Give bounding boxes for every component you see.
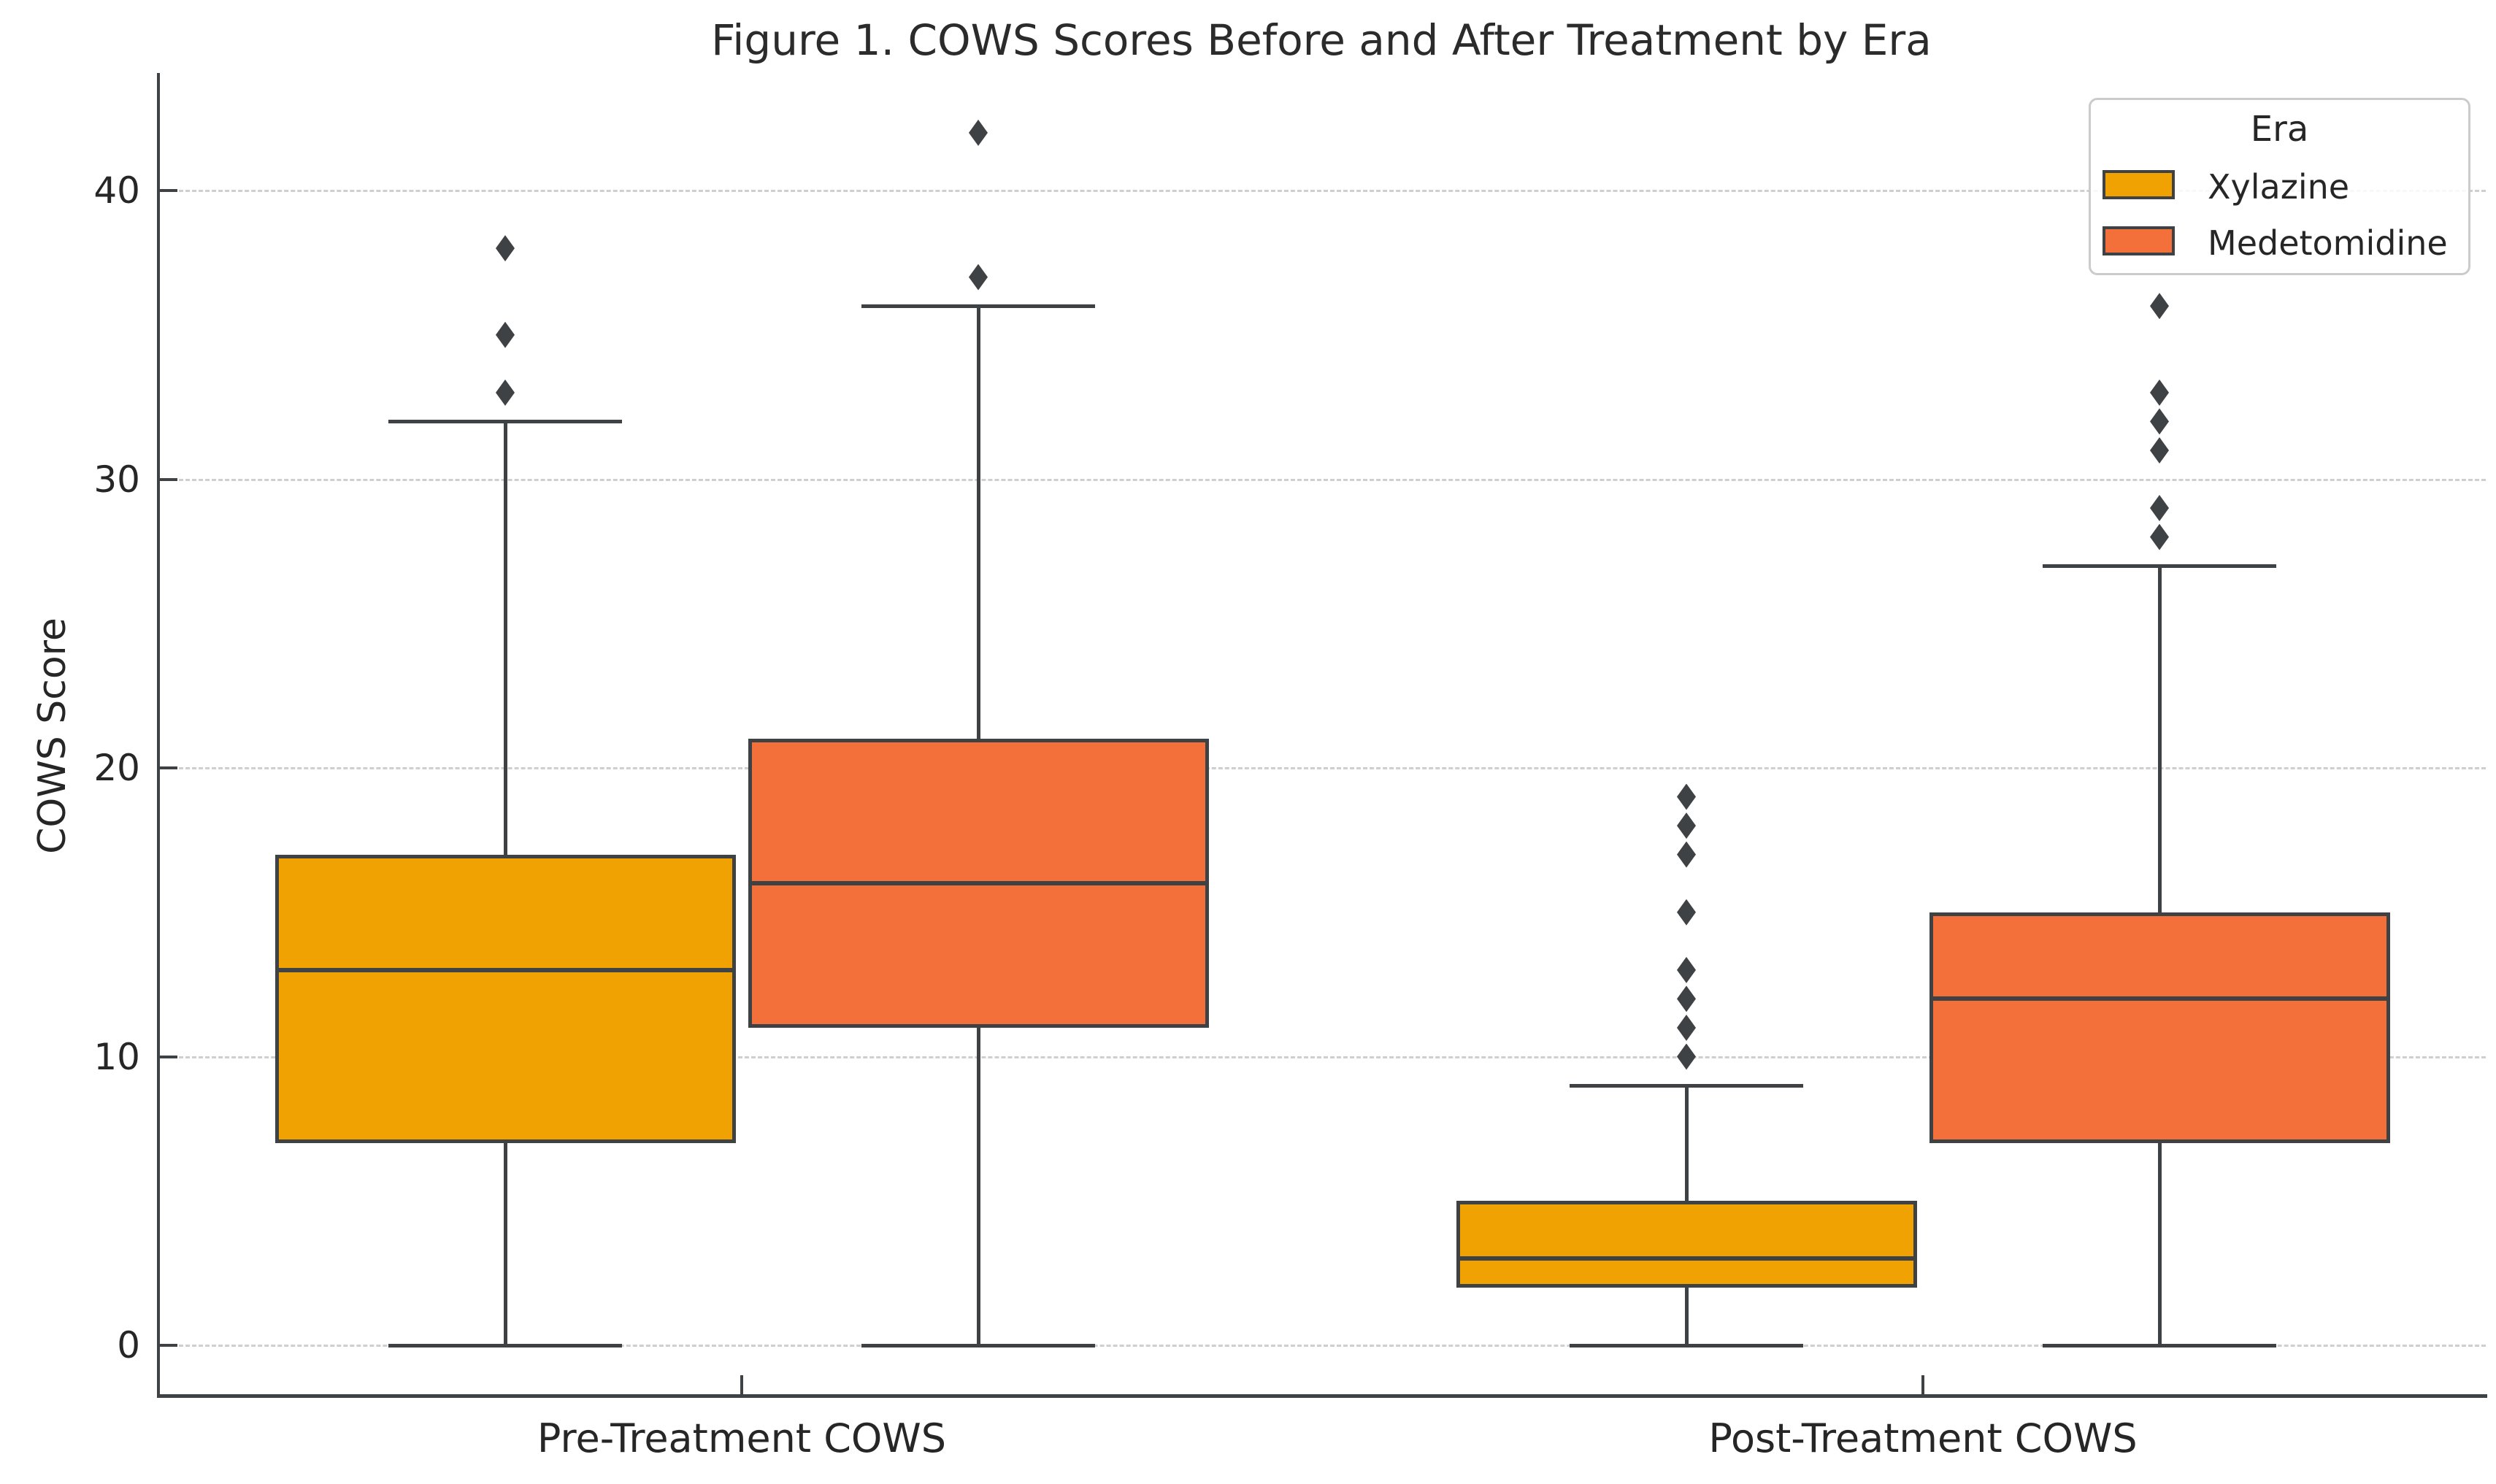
legend-title: Era — [2250, 109, 2309, 150]
y-tick-40 — [157, 189, 177, 192]
outlier-xylazine-post-17 — [1677, 841, 1696, 868]
legend-swatch-medetomidine — [2103, 226, 2175, 255]
whisker-upper-xylazine-pre — [503, 421, 507, 855]
median-medetomidine-post — [1932, 996, 2386, 1001]
y-tick-label-10: 10 — [93, 1035, 140, 1078]
legend-label-medetomidine: Medetomidine — [2208, 223, 2448, 263]
outlier-medetomidine-pre-42 — [969, 119, 988, 146]
outlier-xylazine-post-10 — [1677, 1043, 1696, 1070]
cap-upper-xylazine-post — [1570, 1084, 1803, 1088]
outlier-xylazine-pre-33 — [496, 379, 515, 406]
outlier-xylazine-post-13 — [1677, 956, 1696, 983]
whisker-upper-xylazine-post — [1684, 1085, 1689, 1202]
outlier-medetomidine-post-28 — [2150, 523, 2169, 550]
outlier-medetomidine-post-29 — [2150, 495, 2169, 522]
y-axis-spine — [157, 73, 160, 1398]
gridline-y40 — [159, 190, 2486, 192]
y-tick-10 — [157, 1055, 177, 1058]
gridline-y0 — [159, 1345, 2486, 1347]
y-tick-20 — [157, 766, 177, 769]
x-tick-0 — [740, 1375, 743, 1394]
cap-lower-medetomidine-post — [2043, 1344, 2276, 1347]
outlier-xylazine-post-15 — [1677, 899, 1696, 926]
median-xylazine-pre — [278, 967, 732, 972]
y-axis-label: COWS Score — [31, 618, 74, 854]
cap-lower-xylazine-post — [1570, 1344, 1803, 1347]
x-axis-spine — [157, 1394, 2487, 1398]
cap-upper-xylazine-pre — [388, 420, 622, 424]
outlier-medetomidine-post-32 — [2150, 408, 2169, 435]
cap-lower-xylazine-pre — [388, 1344, 622, 1347]
whisker-upper-medetomidine-pre — [976, 306, 980, 739]
x-tick-label-0: Pre-Treatment COWS — [537, 1415, 947, 1461]
gridline-y10 — [159, 1056, 2486, 1058]
legend-label-xylazine: Xylazine — [2208, 167, 2350, 207]
outlier-xylazine-post-12 — [1677, 985, 1696, 1012]
y-tick-label-40: 40 — [93, 169, 140, 212]
outlier-xylazine-post-18 — [1677, 812, 1696, 839]
legend-swatch-xylazine — [2103, 170, 2175, 199]
x-tick-label-1: Post-Treatment COWS — [1708, 1415, 2138, 1461]
box-medetomidine-post — [1929, 912, 2390, 1144]
outlier-medetomidine-post-36 — [2150, 293, 2169, 320]
y-tick-label-20: 20 — [93, 747, 140, 789]
chart-title: Figure 1. COWS Scores Before and After T… — [711, 15, 1932, 65]
outlier-medetomidine-post-33 — [2150, 379, 2169, 406]
y-tick-0 — [157, 1344, 177, 1347]
outlier-xylazine-pre-38 — [496, 235, 515, 262]
y-tick-label-0: 0 — [117, 1324, 140, 1366]
gridline-y20 — [159, 767, 2486, 769]
median-medetomidine-pre — [751, 881, 1205, 886]
box-xylazine-post — [1456, 1201, 1917, 1288]
y-tick-label-30: 30 — [93, 458, 140, 501]
cap-upper-medetomidine-pre — [861, 304, 1095, 309]
whisker-lower-medetomidine-pre — [976, 1027, 980, 1345]
outlier-xylazine-post-19 — [1677, 783, 1696, 810]
legend: Era Xylazine Medetomidine — [2089, 98, 2470, 275]
outlier-xylazine-pre-35 — [496, 321, 515, 348]
median-xylazine-post — [1459, 1256, 1913, 1261]
whisker-lower-medetomidine-post — [2157, 1143, 2162, 1345]
box-xylazine-pre — [274, 854, 736, 1144]
gridline-y30 — [159, 478, 2486, 481]
x-tick-1 — [1921, 1375, 1924, 1394]
outlier-xylazine-post-11 — [1677, 1014, 1696, 1041]
cap-lower-medetomidine-pre — [861, 1344, 1095, 1347]
whisker-lower-xylazine-pre — [503, 1143, 507, 1345]
y-tick-30 — [157, 477, 177, 481]
cap-upper-medetomidine-post — [2043, 564, 2276, 569]
outlier-medetomidine-post-31 — [2150, 437, 2169, 464]
whisker-lower-xylazine-post — [1684, 1287, 1689, 1345]
whisker-upper-medetomidine-post — [2157, 566, 2162, 912]
outlier-medetomidine-pre-37 — [969, 264, 988, 291]
